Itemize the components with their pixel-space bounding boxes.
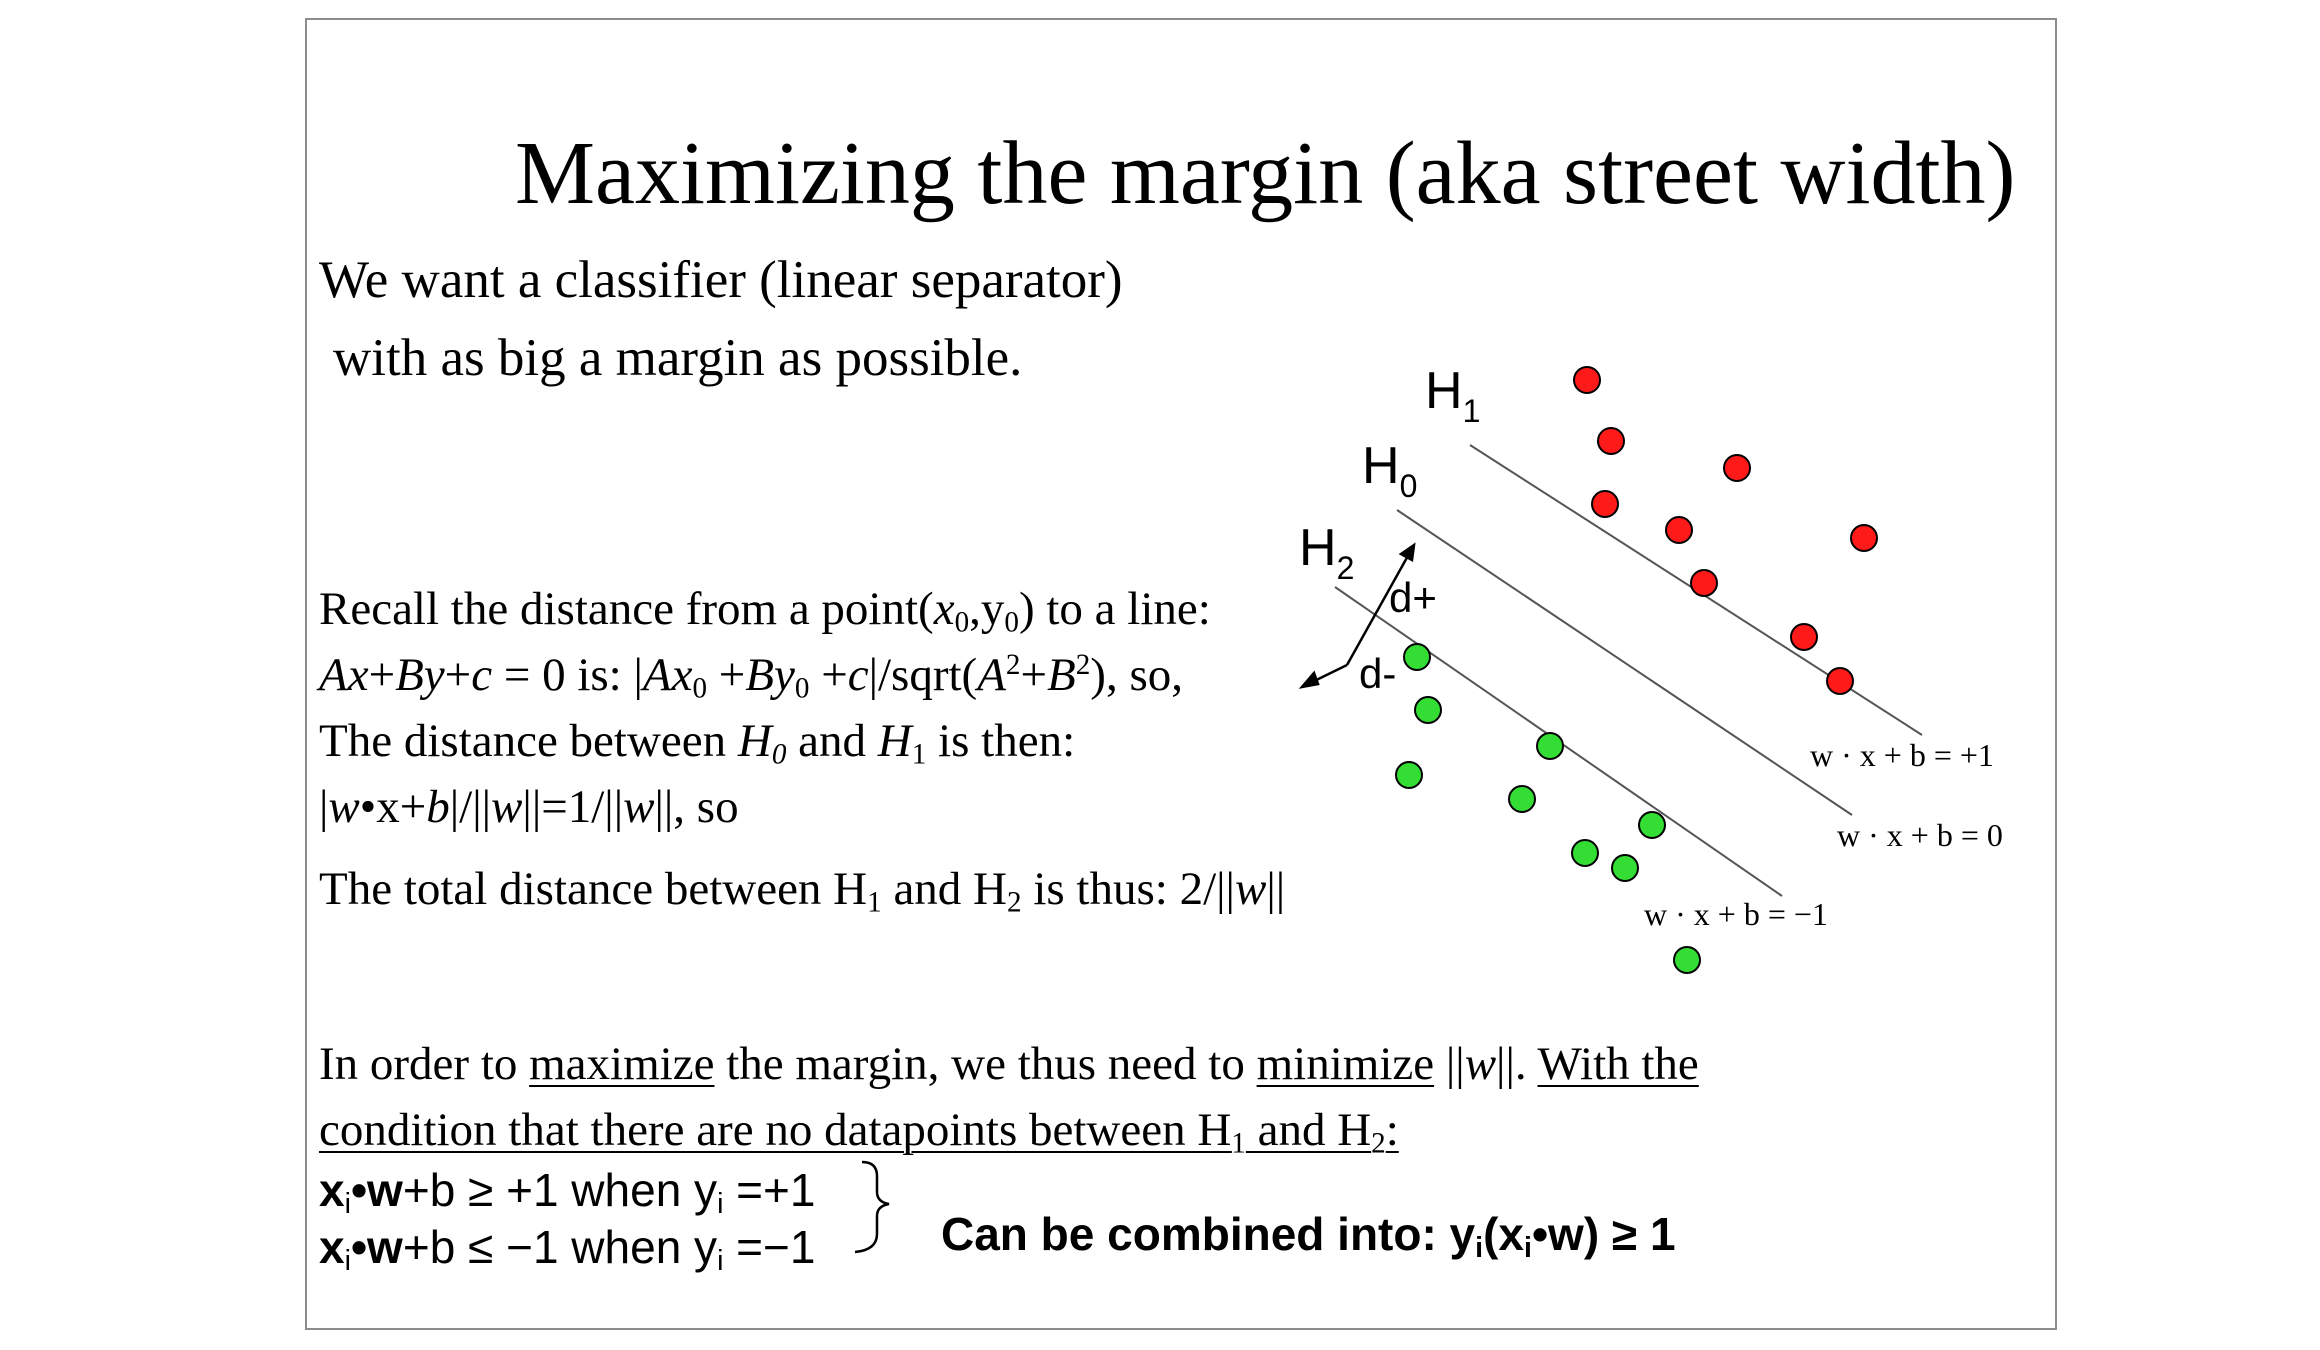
positive-points <box>1573 366 1878 695</box>
positive-point <box>1723 454 1751 482</box>
recall-line: Recall the distance from a point(x0,y0) … <box>319 583 1211 639</box>
negative-point <box>1403 643 1431 671</box>
slide: Maximizing the margin (aka street width)… <box>305 18 2057 1330</box>
negative-point <box>1611 854 1639 882</box>
h1-label: H1 <box>1425 362 1480 429</box>
positive-point <box>1573 366 1601 394</box>
intro-line-2: with as big a margin as possible. <box>333 329 1023 387</box>
d-minus-label: d- <box>1359 650 1396 697</box>
negative-point <box>1638 811 1666 839</box>
h0-label: H0 <box>1362 437 1417 504</box>
positive-point <box>1850 524 1878 552</box>
h2-label: H2 <box>1299 519 1354 586</box>
negative-point <box>1571 839 1599 867</box>
negative-point <box>1508 785 1536 813</box>
d-plus-arrow <box>1345 542 1416 666</box>
constraint-brace-icon <box>854 1160 890 1254</box>
eq-plus-label: w · x + b = +1 <box>1810 737 1994 773</box>
conclusion-line-2: condition that there are no datapoints b… <box>319 1104 1399 1160</box>
constraint-negative: xi•w+b ≤ −1 when yi =−1 <box>319 1221 816 1278</box>
negative-point <box>1536 732 1564 760</box>
eq-minus-label: w · x + b = −1 <box>1644 896 1828 932</box>
distance-formula-line: Ax+By+c = 0 is: |Ax0 +By0 +c|/sqrt(A2+B2… <box>319 648 1183 705</box>
negative-points <box>1395 643 1701 974</box>
positive-point <box>1665 516 1693 544</box>
h0-line <box>1396 509 1853 816</box>
positive-point <box>1690 569 1718 597</box>
constraint-positive: xi•w+b ≥ +1 when yi =+1 <box>319 1164 816 1221</box>
intro-line-1: We want a classifier (linear separator) <box>319 251 1123 309</box>
eq-zero-label: w · x + b = 0 <box>1837 817 2003 853</box>
d-plus-label: d+ <box>1389 574 1437 621</box>
negative-point <box>1414 696 1442 724</box>
positive-point <box>1826 667 1854 695</box>
positive-point <box>1597 427 1625 455</box>
total-distance-line: The total distance between H1 and H2 is … <box>319 863 1286 919</box>
conclusion-line-1: In order to maximize the margin, we thus… <box>319 1038 1699 1090</box>
negative-point <box>1395 761 1423 789</box>
w-norm-line: |w•x+b|/||w||=1/||w||, so <box>319 781 739 833</box>
slide-title: Maximizing the margin (aka street width) <box>515 124 2016 223</box>
h0-h1-distance-line: The distance between H0 and H1 is then: <box>319 715 1076 771</box>
positive-point <box>1591 490 1619 518</box>
combined-constraint: Can be combined into: yi(xi•w) ≥ 1 <box>941 1208 1676 1265</box>
svm-margin-diagram: H1 H0 H2 d+ d- w · x + b = +1 w · x + b … <box>854 362 2003 1254</box>
positive-point <box>1790 623 1818 651</box>
d-minus-arrow <box>1298 663 1348 689</box>
negative-point <box>1673 946 1701 974</box>
